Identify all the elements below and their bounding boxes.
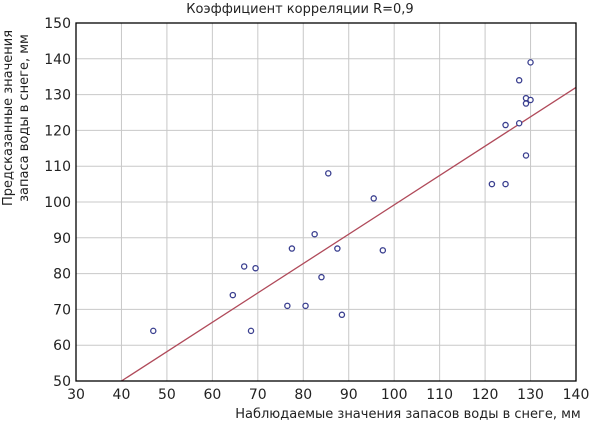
plot-frame <box>75 22 577 382</box>
x-tick-label: 50 <box>158 387 176 403</box>
x-tick-label: 80 <box>294 387 312 403</box>
y-tick-label: 140 <box>44 52 71 68</box>
data-point <box>311 230 318 238</box>
y-tick-label: 60 <box>53 338 71 354</box>
y-axis-label-line-2: запаса воды в снеге, мм <box>17 34 32 202</box>
x-tick-label: 110 <box>426 387 453 403</box>
data-point <box>318 273 325 281</box>
x-axis-label: Наблюдаемые значения запасов воды в снег… <box>235 407 581 422</box>
y-tick-labels: 50 60 70 80 90 100 110 120 130 140 150 <box>44 16 71 390</box>
y-axis-label-line-1: Предсказанные значения <box>1 30 16 206</box>
x-tick-label: 130 <box>517 387 544 403</box>
data-point <box>522 152 530 159</box>
x-tick-label: 140 <box>563 387 589 403</box>
regression-line-group <box>121 86 577 382</box>
x-tick-label: 60 <box>203 387 221 403</box>
data-point <box>247 327 255 335</box>
data-point <box>338 311 346 319</box>
regression-line <box>121 86 577 382</box>
data-point <box>488 180 496 188</box>
y-tick-label: 100 <box>44 195 71 211</box>
data-point <box>229 291 237 299</box>
grid-lines <box>76 23 576 381</box>
y-tick-label: 90 <box>53 231 71 247</box>
x-tick-label: 30 <box>67 387 85 403</box>
y-tick-label: 80 <box>53 267 71 283</box>
data-point <box>325 170 332 177</box>
data-point <box>302 302 309 310</box>
data-point <box>252 264 259 272</box>
data-point <box>502 121 509 129</box>
data-point <box>288 245 296 252</box>
x-tick-label: 40 <box>113 387 131 403</box>
data-point <box>527 96 534 104</box>
x-tick-label: 100 <box>381 387 408 403</box>
y-tick-label: 120 <box>44 123 71 139</box>
data-point <box>527 59 534 66</box>
x-tick-label: 70 <box>249 387 267 403</box>
data-point <box>515 119 523 127</box>
data-point <box>379 247 387 254</box>
data-point <box>370 195 377 202</box>
chart-title: Коэффициент корреляции R=0,9 <box>186 2 413 17</box>
x-tick-label: 90 <box>340 387 358 403</box>
data-point <box>334 245 341 252</box>
data-point <box>150 327 157 335</box>
data-point <box>284 302 291 310</box>
data-point <box>515 77 523 84</box>
data-point <box>522 100 530 107</box>
y-tick-label: 110 <box>44 159 71 175</box>
data-points <box>150 59 534 335</box>
y-tick-label: 150 <box>44 16 71 32</box>
y-tick-label: 50 <box>53 374 71 390</box>
data-point <box>502 180 509 188</box>
x-tick-label: 120 <box>472 387 499 403</box>
x-tick-labels: 30 40 50 60 70 80 90 100 110 120 130 140 <box>67 387 589 403</box>
y-tick-label: 70 <box>53 302 71 318</box>
y-tick-label: 130 <box>44 88 71 104</box>
data-point <box>240 263 248 270</box>
